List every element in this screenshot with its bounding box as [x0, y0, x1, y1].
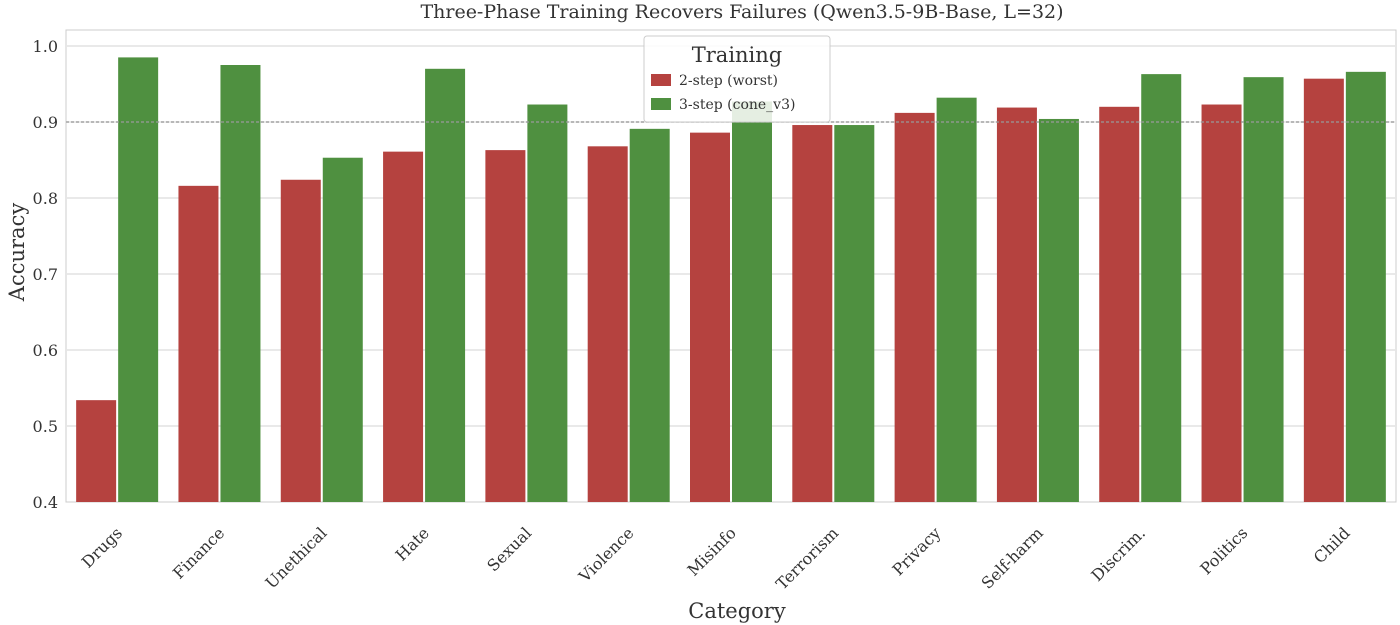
bar-discrim--2-step [1099, 106, 1140, 503]
y-tick-label: 0.6 [33, 341, 58, 360]
bar-unethical-2-step [280, 179, 321, 502]
legend-swatch-3-step [651, 98, 671, 110]
x-tick-label: Self-harm [977, 523, 1046, 592]
bar-hate-3-step [425, 68, 466, 503]
bar-self-harm-2-step [996, 107, 1037, 502]
bar-child-3-step [1345, 71, 1386, 502]
bar-violence-2-step [587, 146, 628, 502]
y-ticks: 0.4 0.5 0.6 0.7 0.8 0.9 1.0 [33, 37, 58, 512]
x-tick-label: Politics [1196, 523, 1251, 578]
x-tick-label: Hate [392, 523, 433, 564]
bars [76, 57, 1386, 503]
x-tick-label: Discrim. [1087, 523, 1149, 585]
bar-privacy-3-step [936, 97, 977, 503]
legend-swatch-2-step [651, 74, 671, 86]
bar-violence-3-step [629, 128, 670, 502]
bar-discrim--3-step [1141, 74, 1182, 503]
bar-terrorism-3-step [834, 125, 875, 502]
bar-misinfo-3-step [732, 101, 772, 502]
x-tick-label: Privacy [889, 523, 945, 579]
x-tick-label: Sexual [483, 523, 535, 575]
legend-label-3-step: 3-step (cone_v3) [679, 97, 795, 113]
bar-child-2-step [1303, 78, 1344, 503]
bar-hate-2-step [383, 151, 424, 502]
x-tick-label: Misinfo [683, 523, 739, 579]
y-axis-label: Accuracy [5, 203, 29, 303]
x-tick-label: Unethical [261, 523, 330, 592]
bar-unethical-3-step [322, 157, 363, 502]
x-tick-label: Terrorism [772, 523, 842, 593]
x-tick-label: Violence [574, 523, 637, 586]
legend: Training 2-step (worst) 3-step (cone_v3) [643, 35, 831, 123]
legend-label-2-step: 2-step (worst) [679, 73, 778, 89]
legend-box [643, 35, 831, 123]
bar-sexual-3-step [527, 104, 568, 503]
chart-title: Three-Phase Training Recovers Failures (… [420, 1, 1063, 23]
bar-drugs-3-step [118, 57, 159, 503]
x-tick-label: Drugs [78, 523, 126, 571]
bar-misinfo-2-step [690, 132, 730, 502]
bar-drugs-2-step [76, 400, 117, 502]
bar-politics-2-step [1201, 104, 1242, 503]
x-tick-label: Child [1310, 523, 1354, 567]
y-tick-label: 0.7 [33, 265, 58, 284]
y-tick-label: 0.5 [33, 417, 58, 436]
y-tick-label: 1.0 [33, 37, 58, 56]
x-tick-label: Finance [169, 523, 228, 582]
x-axis-label: Category [688, 599, 786, 623]
bar-politics-3-step [1243, 77, 1284, 502]
bar-terrorism-2-step [792, 125, 833, 502]
bar-finance-2-step [178, 185, 219, 502]
bar-self-harm-3-step [1038, 118, 1079, 503]
bar-finance-3-step [220, 65, 261, 502]
bar-privacy-2-step [894, 112, 935, 502]
y-tick-label: 0.8 [33, 189, 58, 208]
y-tick-label: 0.4 [33, 493, 58, 512]
x-ticks: Drugs Finance Unethical Hate Sexual Violence M… [78, 523, 1354, 593]
y-tick-label: 0.9 [33, 113, 58, 132]
legend-title: Training [692, 43, 783, 67]
bar-sexual-2-step [485, 150, 526, 502]
